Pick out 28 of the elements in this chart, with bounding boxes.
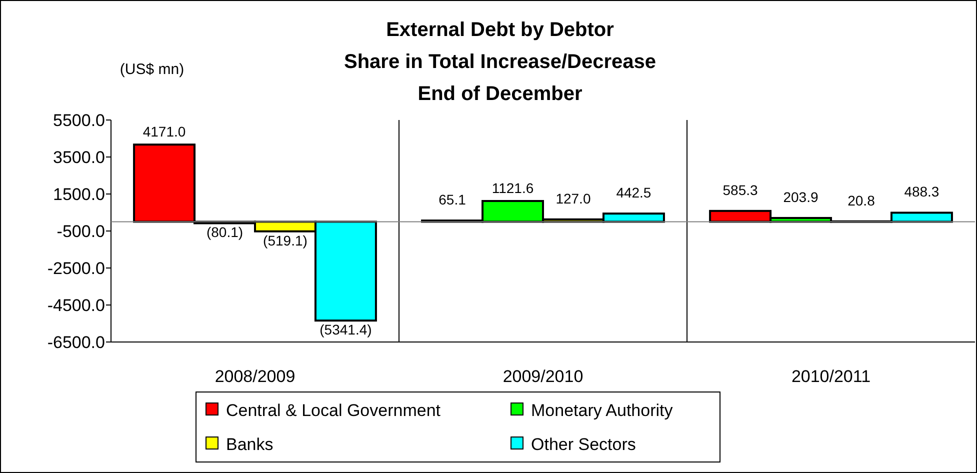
chart-title: External Debt by Debtor Share in Total Increase/Decrease End of December <box>344 19 656 105</box>
data-label: 488.3 <box>904 184 940 200</box>
legend-label: Monetary Authority <box>531 400 674 420</box>
y-tick-label: 3500.0 <box>53 148 105 167</box>
legend-label: Other Sectors <box>531 434 636 454</box>
data-label: (80.1) <box>206 224 244 240</box>
legend-label: Banks <box>226 434 274 454</box>
data-label: 127.0 <box>556 190 591 206</box>
data-label: 20.8 <box>848 192 876 208</box>
data-label: 65.1 <box>438 192 466 208</box>
x-tick-label: 2008/2009 <box>214 367 296 386</box>
legend-label: Central & Local Government <box>226 400 441 420</box>
data-label: 585.3 <box>722 182 758 198</box>
x-tick-label: 2010/2011 <box>791 367 871 386</box>
data-label: (519.1) <box>263 232 308 248</box>
y-axis-title: (US$ mn) <box>120 61 184 78</box>
data-label: 203.9 <box>783 188 818 205</box>
data-label: 442.5 <box>616 184 652 201</box>
y-tick-label: -4500.0 <box>47 296 105 315</box>
y-tick-label: 1500.0 <box>53 184 105 204</box>
data-label: 4171.0 <box>142 124 186 140</box>
y-tick-label: -500.0 <box>56 222 105 241</box>
y-tick-label: -2500.0 <box>47 258 105 278</box>
data-label: (5341.4) <box>320 322 372 338</box>
y-tick-label: -6500.0 <box>47 332 105 352</box>
x-tick-label: 2009/2010 <box>502 367 584 386</box>
data-label: 1121.6 <box>492 180 534 196</box>
y-tick-label: 5500.0 <box>53 110 105 130</box>
